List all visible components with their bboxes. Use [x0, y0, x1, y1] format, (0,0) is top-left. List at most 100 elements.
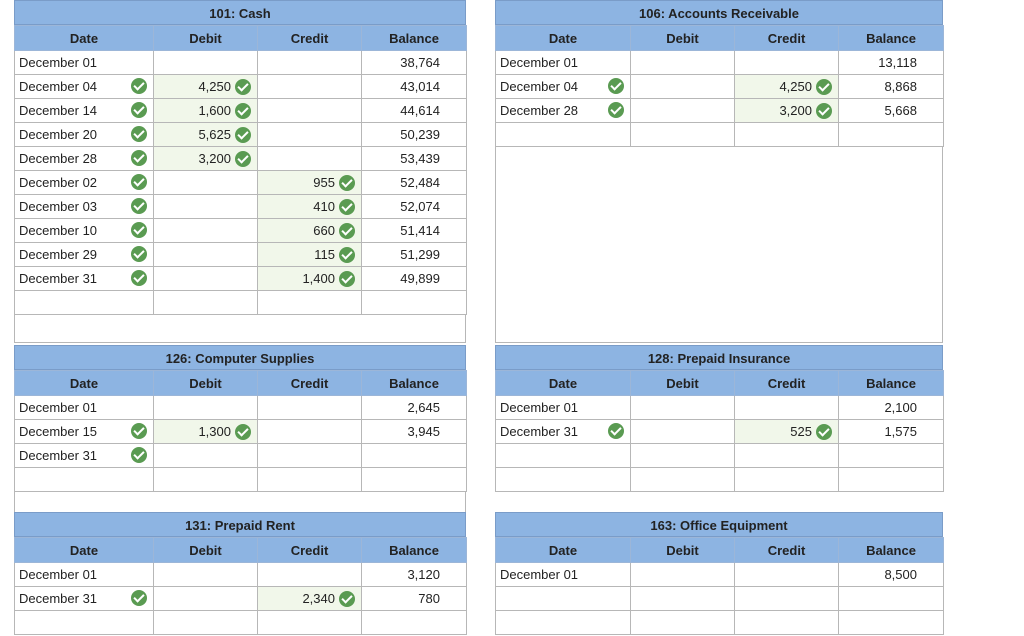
debit-cell[interactable]	[153, 218, 258, 243]
date-cell[interactable]	[14, 610, 154, 635]
debit-cell[interactable]	[153, 266, 258, 291]
date-cell[interactable]: December 31	[14, 266, 154, 291]
date-cell[interactable]	[495, 610, 631, 635]
credit-cell[interactable]: 955	[257, 170, 362, 195]
credit-cell[interactable]	[734, 395, 839, 420]
debit-cell[interactable]	[630, 419, 735, 444]
credit-cell[interactable]	[257, 443, 362, 468]
date-cell[interactable]: December 01	[495, 562, 631, 587]
credit-cell[interactable]	[257, 610, 362, 635]
debit-cell[interactable]	[153, 443, 258, 468]
date-cell[interactable]: December 15	[14, 419, 154, 444]
credit-cell[interactable]	[257, 290, 362, 315]
debit-cell[interactable]	[153, 290, 258, 315]
debit-cell[interactable]	[153, 562, 258, 587]
debit-cell[interactable]	[630, 443, 735, 468]
date-cell[interactable]	[495, 122, 631, 147]
credit-cell[interactable]: 410	[257, 194, 362, 219]
debit-cell[interactable]: 5,625	[153, 122, 258, 147]
balance-cell	[838, 586, 944, 611]
ledger-row	[495, 443, 944, 468]
debit-cell[interactable]: 4,250	[153, 74, 258, 99]
debit-cell[interactable]: 1,600	[153, 98, 258, 123]
debit-cell[interactable]	[153, 242, 258, 267]
credit-cell[interactable]: 3,200	[734, 98, 839, 123]
date-cell[interactable]: December 01	[14, 395, 154, 420]
debit-cell[interactable]	[153, 610, 258, 635]
date-cell[interactable]	[14, 467, 154, 492]
debit-cell[interactable]	[153, 586, 258, 611]
debit-cell[interactable]	[630, 74, 735, 99]
ledger-table: Date Debit Credit Balance December 01 8,5…	[495, 537, 944, 635]
date-cell[interactable]	[495, 586, 631, 611]
credit-cell[interactable]: 2,340	[257, 586, 362, 611]
credit-cell[interactable]: 115	[257, 242, 362, 267]
date-cell[interactable]: December 31	[14, 443, 154, 468]
date-cell[interactable]: December 28	[495, 98, 631, 123]
date-cell[interactable]	[495, 443, 631, 468]
credit-cell[interactable]: 525	[734, 419, 839, 444]
credit-cell[interactable]	[257, 50, 362, 75]
credit-cell[interactable]	[257, 395, 362, 420]
date-cell[interactable]: December 01	[14, 562, 154, 587]
date-cell[interactable]: December 31	[14, 586, 154, 611]
date-cell[interactable]: December 28	[14, 146, 154, 171]
date-cell[interactable]: December 14	[14, 98, 154, 123]
credit-cell[interactable]	[734, 467, 839, 492]
date-cell[interactable]: December 10	[14, 218, 154, 243]
credit-cell[interactable]	[734, 50, 839, 75]
debit-cell[interactable]: 1,300	[153, 419, 258, 444]
credit-cell[interactable]	[734, 122, 839, 147]
balance-cell: 8,868	[838, 74, 944, 99]
debit-cell[interactable]	[153, 50, 258, 75]
credit-cell[interactable]	[734, 443, 839, 468]
date-cell[interactable]: December 29	[14, 242, 154, 267]
credit-cell[interactable]	[257, 74, 362, 99]
debit-cell[interactable]	[630, 467, 735, 492]
debit-cell[interactable]: 3,200	[153, 146, 258, 171]
credit-cell[interactable]: 1,400	[257, 266, 362, 291]
debit-cell[interactable]	[630, 562, 735, 587]
debit-cell[interactable]	[630, 50, 735, 75]
debit-cell[interactable]	[153, 467, 258, 492]
credit-cell[interactable]	[257, 467, 362, 492]
debit-cell[interactable]	[153, 395, 258, 420]
date-cell[interactable]: December 01	[495, 395, 631, 420]
debit-cell[interactable]	[630, 586, 735, 611]
date-value: December 20	[19, 127, 98, 142]
credit-value: 4,250	[779, 79, 812, 95]
credit-cell[interactable]: 4,250	[734, 74, 839, 99]
ledger-table: Date Debit Credit Balance December 01 2,6…	[14, 370, 467, 492]
credit-cell[interactable]	[734, 562, 839, 587]
credit-cell[interactable]	[257, 562, 362, 587]
credit-cell[interactable]	[734, 610, 839, 635]
debit-value: 3,200	[198, 151, 231, 167]
credit-cell[interactable]	[257, 98, 362, 123]
debit-cell[interactable]	[630, 122, 735, 147]
credit-cell[interactable]: 660	[257, 218, 362, 243]
header-credit: Credit	[734, 537, 839, 563]
date-cell[interactable]: December 01	[495, 50, 631, 75]
balance-cell: 5,668	[838, 98, 944, 123]
checkmark-circle-icon	[131, 78, 147, 94]
debit-cell[interactable]	[630, 395, 735, 420]
date-cell[interactable]: December 03	[14, 194, 154, 219]
date-cell[interactable]: December 04	[495, 74, 631, 99]
date-cell[interactable]	[495, 467, 631, 492]
header-balance: Balance	[838, 370, 944, 396]
date-cell[interactable]: December 01	[14, 50, 154, 75]
debit-cell[interactable]	[630, 610, 735, 635]
debit-cell[interactable]	[153, 170, 258, 195]
date-cell[interactable]: December 04	[14, 74, 154, 99]
debit-cell[interactable]	[153, 194, 258, 219]
credit-cell[interactable]	[257, 146, 362, 171]
date-cell[interactable]	[14, 290, 154, 315]
credit-cell[interactable]	[734, 586, 839, 611]
date-cell[interactable]: December 20	[14, 122, 154, 147]
date-cell[interactable]: December 02	[14, 170, 154, 195]
date-cell[interactable]: December 31	[495, 419, 631, 444]
credit-cell[interactable]	[257, 122, 362, 147]
credit-cell[interactable]	[257, 419, 362, 444]
debit-cell[interactable]	[630, 98, 735, 123]
header-credit: Credit	[257, 370, 362, 396]
